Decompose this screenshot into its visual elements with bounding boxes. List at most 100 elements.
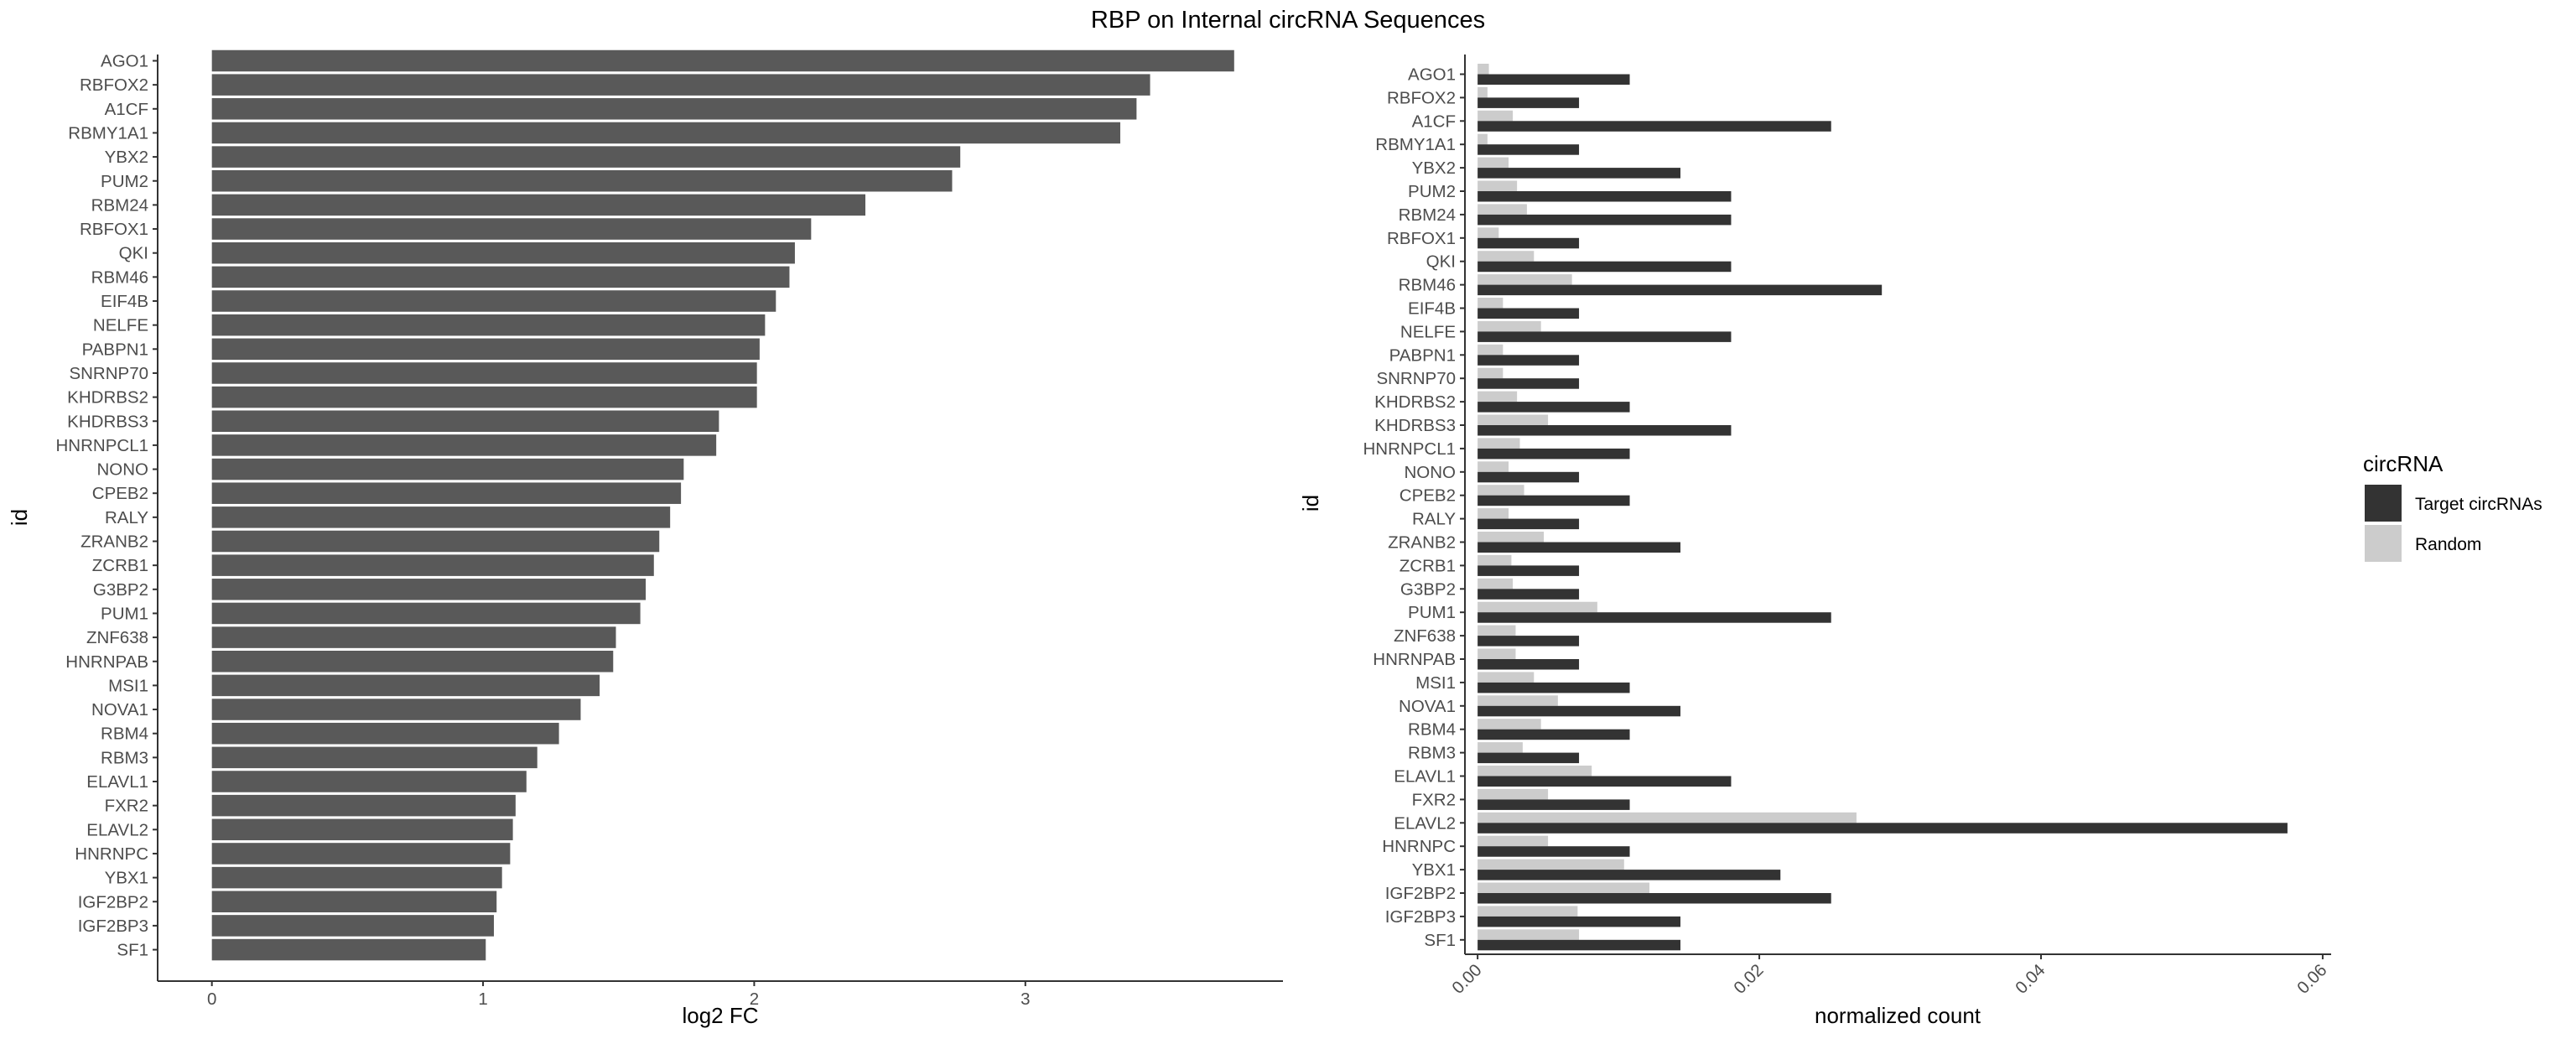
y-tick-label: ZRANB2 bbox=[1388, 533, 1456, 553]
bar-random-qki bbox=[1478, 251, 1535, 262]
y-tick-label: MSI1 bbox=[1415, 673, 1456, 693]
bar-a1cf bbox=[211, 98, 1137, 120]
bar-target-zranb2 bbox=[1478, 542, 1680, 553]
bar-target-g3bp2 bbox=[1478, 589, 1580, 600]
bar-hnrnpcl1 bbox=[211, 434, 717, 456]
y-tick-label: PABPN1 bbox=[1389, 345, 1456, 365]
legend-label-target: Target circRNAs bbox=[2415, 495, 2542, 514]
bar-random-cpeb2 bbox=[1478, 485, 1524, 496]
bar-random-g3bp2 bbox=[1478, 578, 1514, 590]
bar-igf2bp3 bbox=[211, 915, 494, 937]
bar-random-rbm46 bbox=[1478, 274, 1572, 285]
bar-pum1 bbox=[211, 602, 641, 625]
bar-random-pum1 bbox=[1478, 601, 1597, 613]
bar-target-zcrb1 bbox=[1478, 565, 1580, 576]
y-tick-label: A1CF bbox=[105, 100, 148, 119]
left-x-axis-title: log2 FC bbox=[682, 1003, 758, 1028]
y-tick-label: PUM2 bbox=[1408, 182, 1456, 201]
y-tick-label: QKI bbox=[1426, 252, 1456, 272]
bar-random-znf638 bbox=[1478, 625, 1516, 636]
y-tick-label: NELFE bbox=[1400, 322, 1456, 341]
bar-target-fxr2 bbox=[1478, 799, 1630, 810]
y-tick-label: G3BP2 bbox=[1400, 579, 1456, 599]
y-tick-label: YBX1 bbox=[1412, 860, 1456, 880]
bar-target-rbfox1 bbox=[1478, 237, 1580, 249]
y-tick-label: KHDRBS2 bbox=[67, 388, 148, 408]
right-x-ticks: 0.00 0.02 0.04 0.06 bbox=[1448, 954, 2330, 998]
y-tick-label: NONO bbox=[1405, 463, 1457, 482]
y-tick-label: KHDRBS2 bbox=[1374, 392, 1456, 412]
bar-target-nelfe bbox=[1478, 331, 1732, 342]
bar-rbmy1a1 bbox=[211, 122, 1120, 144]
y-tick-label: NOVA1 bbox=[91, 700, 148, 719]
y-tick-label: ZCRB1 bbox=[1400, 556, 1456, 575]
y-tick-label: FXR2 bbox=[105, 797, 148, 816]
bar-random-ago1 bbox=[1478, 64, 1489, 75]
bar-target-rbfox2 bbox=[1478, 97, 1580, 108]
bar-random-raly bbox=[1478, 508, 1509, 519]
bar-target-pum2 bbox=[1478, 191, 1732, 202]
bar-ybx2 bbox=[211, 146, 961, 168]
bar-random-khdrbs2 bbox=[1478, 391, 1518, 403]
bar-g3bp2 bbox=[211, 579, 647, 600]
bar-target-ago1 bbox=[1478, 74, 1630, 85]
y-tick-label: IGF2BP3 bbox=[1385, 907, 1456, 927]
bar-random-nono bbox=[1478, 461, 1509, 472]
y-tick-label: IGF2BP2 bbox=[78, 892, 148, 912]
legend-title: circRNA bbox=[2363, 451, 2444, 476]
bar-sf1 bbox=[211, 938, 486, 961]
y-tick-label: AGO1 bbox=[1408, 65, 1456, 85]
bar-random-ybx1 bbox=[1478, 859, 1624, 870]
bar-random-zcrb1 bbox=[1478, 554, 1512, 566]
bar-random-pum2 bbox=[1478, 180, 1518, 191]
y-tick-label: G3BP2 bbox=[93, 580, 148, 600]
x-tick-label: 2 bbox=[750, 989, 759, 1009]
x-tick-label: 0.00 bbox=[1448, 960, 1485, 997]
y-tick-label: ELAVL1 bbox=[1394, 767, 1456, 787]
y-tick-label: RBFOX2 bbox=[1387, 88, 1456, 107]
y-tick-label: CPEB2 bbox=[92, 484, 148, 503]
y-tick-label: HNRNPC bbox=[1382, 837, 1456, 856]
bar-elavl1 bbox=[211, 771, 527, 792]
y-tick-label: PUM2 bbox=[101, 172, 148, 191]
y-tick-label: RBM4 bbox=[101, 725, 148, 744]
bar-target-raly bbox=[1478, 518, 1580, 530]
bar-target-ybx1 bbox=[1478, 870, 1781, 880]
bar-pum2 bbox=[211, 170, 953, 192]
bar-rbm24 bbox=[211, 194, 866, 216]
legend: circRNA Target circRNAs Random bbox=[2363, 451, 2542, 562]
y-tick-label: KHDRBS3 bbox=[67, 412, 148, 431]
y-tick-label: RBM24 bbox=[1399, 205, 1456, 225]
bar-random-nelfe bbox=[1478, 320, 1541, 332]
y-tick-label: HNRNPAB bbox=[65, 652, 148, 672]
y-tick-label: RBM3 bbox=[1408, 744, 1456, 763]
bar-random-zranb2 bbox=[1478, 532, 1545, 543]
bar-nono bbox=[211, 458, 684, 480]
bar-pabpn1 bbox=[211, 338, 760, 361]
y-tick-label: FXR2 bbox=[1412, 790, 1456, 809]
bar-random-sf1 bbox=[1478, 929, 1580, 940]
bar-random-rbfox2 bbox=[1478, 86, 1488, 98]
bar-random-nova1 bbox=[1478, 695, 1558, 706]
y-tick-label: RBM46 bbox=[91, 267, 148, 287]
bar-random-snrnp70 bbox=[1478, 367, 1504, 379]
bar-target-msi1 bbox=[1478, 682, 1630, 693]
bar-ago1 bbox=[211, 49, 1234, 72]
y-tick-label: CPEB2 bbox=[1400, 486, 1456, 506]
bar-qki bbox=[211, 242, 795, 264]
bar-rbm3 bbox=[211, 746, 538, 769]
y-tick-label: YBX2 bbox=[1412, 158, 1456, 178]
bar-zranb2 bbox=[211, 530, 660, 553]
x-tick-label: 1 bbox=[478, 989, 487, 1009]
right-category-labels: AGO1 RBFOX2 A1CF RBMY1A1 YBX2 PUM2 RBM24 RBFOX1… bbox=[1363, 65, 1465, 950]
y-tick-label: RBMY1A1 bbox=[1375, 135, 1456, 154]
bar-target-igf2bp2 bbox=[1478, 893, 1831, 904]
bar-zcrb1 bbox=[211, 554, 654, 576]
bar-znf638 bbox=[211, 626, 616, 648]
bar-random-rbfox1 bbox=[1478, 227, 1499, 238]
bar-nova1 bbox=[211, 699, 581, 720]
bar-target-hnrnpc bbox=[1478, 846, 1630, 857]
bar-hnrnpc bbox=[211, 843, 511, 865]
bar-target-elavl1 bbox=[1478, 776, 1732, 787]
